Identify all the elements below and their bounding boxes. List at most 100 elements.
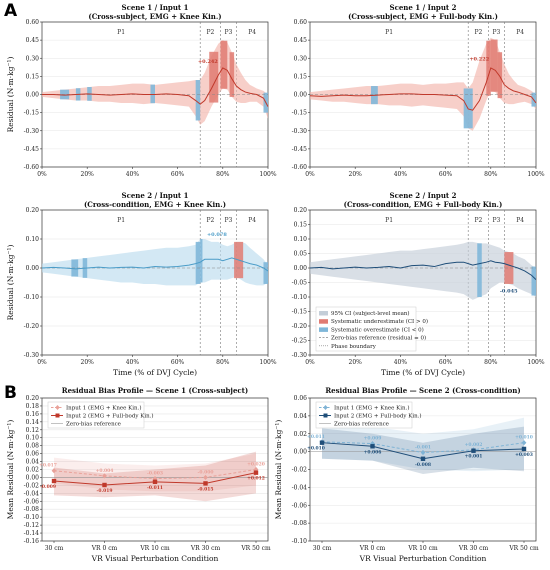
overestimate-region	[531, 266, 536, 296]
y-tick-label: -0.25	[292, 338, 308, 345]
x-tick-label: 20%	[81, 359, 95, 366]
x-axis-label: Time (% of DVJ Cycle)	[381, 368, 465, 377]
legend-marker	[323, 405, 328, 410]
x-tick-label: VR 30 cm	[190, 545, 221, 552]
data-point	[102, 482, 107, 488]
chart-panels: -0.60 -0.45 -0.30 -0.15 0.00 0.15 0.30 0.45 0.60…	[6, 3, 545, 563]
x-axis-label: Time (% of DVJ Cycle)	[113, 368, 197, 377]
data-label: +0.009	[364, 436, 382, 442]
x-tick-label: 60%	[439, 171, 453, 178]
y-tick-label: 0.00	[294, 92, 308, 99]
y-tick-label: -0.30	[292, 352, 308, 359]
x-tick-label: 60%	[171, 171, 185, 178]
y-tick-label: 0.05	[294, 251, 308, 258]
x-axis-label: VR Visual Perturbation Condition	[91, 554, 219, 563]
y-tick-label: -0.10	[24, 514, 40, 521]
data-label: -0.008	[415, 462, 431, 468]
y-tick-label: -0.20	[292, 323, 308, 330]
x-tick-label: 20%	[349, 359, 363, 366]
y-tick-label: -0.06	[292, 502, 308, 509]
x-tick-label: 0%	[37, 359, 47, 366]
y-tick-label: -0.06	[24, 498, 40, 505]
legend-swatch	[319, 327, 328, 332]
chart-title: Scene 2 / Input 1	[122, 191, 189, 200]
data-point	[471, 448, 476, 453]
x-tick-label: VR 50 cm	[240, 545, 271, 552]
data-point	[102, 473, 107, 479]
y-tick-label: -0.15	[292, 110, 308, 117]
data-point	[420, 449, 426, 456]
overestimate-region	[263, 262, 268, 284]
y-tick-label: -0.10	[292, 538, 308, 545]
y-tick-label: -0.02	[292, 467, 308, 474]
data-point	[51, 468, 57, 474]
y-tick-label: 0.00	[26, 265, 40, 272]
phase-label: P3	[493, 217, 501, 224]
legend-entry: Input 1 (EMG + Knee Kin.)	[66, 405, 142, 412]
underestimate-region	[209, 51, 219, 103]
x-tick-label: VR 10 cm	[407, 545, 438, 552]
x-tick-label: 0%	[305, 171, 315, 178]
underestimate-region	[490, 39, 498, 92]
phase-label: P1	[385, 217, 393, 224]
data-label: -0.015	[198, 486, 214, 492]
x-tick-label: 40%	[394, 171, 408, 178]
y-tick-label: 0.04	[294, 413, 308, 420]
y-tick-label: -0.04	[24, 490, 40, 497]
y-tick-label: -0.30	[292, 128, 308, 135]
y-tick-label: 0.16	[26, 411, 40, 418]
x-tick-label: 100%	[259, 171, 276, 178]
chart-title: Scene 1 / Input 2	[390, 3, 457, 12]
data-point	[319, 440, 325, 445]
y-tick-label: -0.45	[24, 146, 40, 153]
y-tick-label: 0.14	[26, 419, 40, 426]
phase-label: P1	[385, 29, 393, 36]
y-tick-label: -0.45	[292, 146, 308, 153]
y-axis-label: Mean Residual (N·m·kg⁻¹)	[6, 420, 15, 520]
y-tick-label: 0.02	[294, 431, 308, 438]
y-tick-label: -0.20	[24, 323, 40, 330]
phase-label: P3	[225, 29, 233, 36]
legend-box	[47, 401, 145, 429]
underestimate-region	[497, 52, 503, 99]
y-tick-label: 0.00	[294, 265, 308, 272]
y-tick-label: 0.45	[26, 37, 40, 44]
legend-entry: Zero-bias reference (residual = 0)	[331, 335, 426, 342]
mean-residual-line	[309, 260, 537, 280]
overestimate-region	[195, 80, 201, 121]
legend-swatch	[319, 319, 328, 324]
y-tick-label: -0.15	[24, 110, 40, 117]
legend-entry: Systematic underestimate (CI > 0)	[331, 318, 428, 325]
legend-box	[315, 306, 417, 352]
data-label: +0.001	[465, 454, 483, 460]
y-tick-label: 0.00	[26, 474, 40, 481]
phase-label: P2	[206, 29, 214, 36]
chart-s2i1: -0.30 -0.20 -0.10 0.00 0.10 0.20 Scene 2 / Inp…	[6, 191, 277, 377]
chart-title: Scene 2 / Input 2	[390, 191, 457, 200]
y-tick-label: -0.14	[24, 530, 40, 537]
phase-label: P1	[117, 29, 125, 36]
y-tick-label: -0.15	[292, 309, 308, 316]
panel-letter-a: A	[4, 1, 18, 21]
y-tick-label: 0.15	[294, 73, 308, 80]
y-tick-label: 0.15	[26, 73, 40, 80]
x-tick-label: 80%	[216, 359, 230, 366]
data-point	[370, 440, 375, 447]
y-tick-label: -0.12	[24, 522, 40, 529]
x-tick-label: 0%	[305, 359, 315, 366]
ci-band	[42, 239, 268, 286]
y-tick-label: 0.06	[294, 395, 308, 402]
legend-entry: Input 1 (EMG + Knee Kin.)	[334, 405, 410, 412]
chart-subtitle: (Cross-subject, EMG + Knee Kin.)	[88, 12, 221, 21]
data-point	[203, 481, 208, 486]
x-tick-label: 100%	[527, 359, 544, 366]
y-tick-label: -0.16	[24, 538, 40, 545]
legend-swatch	[319, 311, 328, 316]
phase-label: P4	[248, 29, 256, 36]
phase-label: P3	[225, 217, 233, 224]
peak-annotation: +0.242	[198, 59, 218, 65]
y-tick-label: -0.60	[292, 164, 308, 171]
x-tick-label: 60%	[171, 359, 185, 366]
y-axis-label: Residual (N·m·kg⁻¹)	[6, 57, 15, 133]
